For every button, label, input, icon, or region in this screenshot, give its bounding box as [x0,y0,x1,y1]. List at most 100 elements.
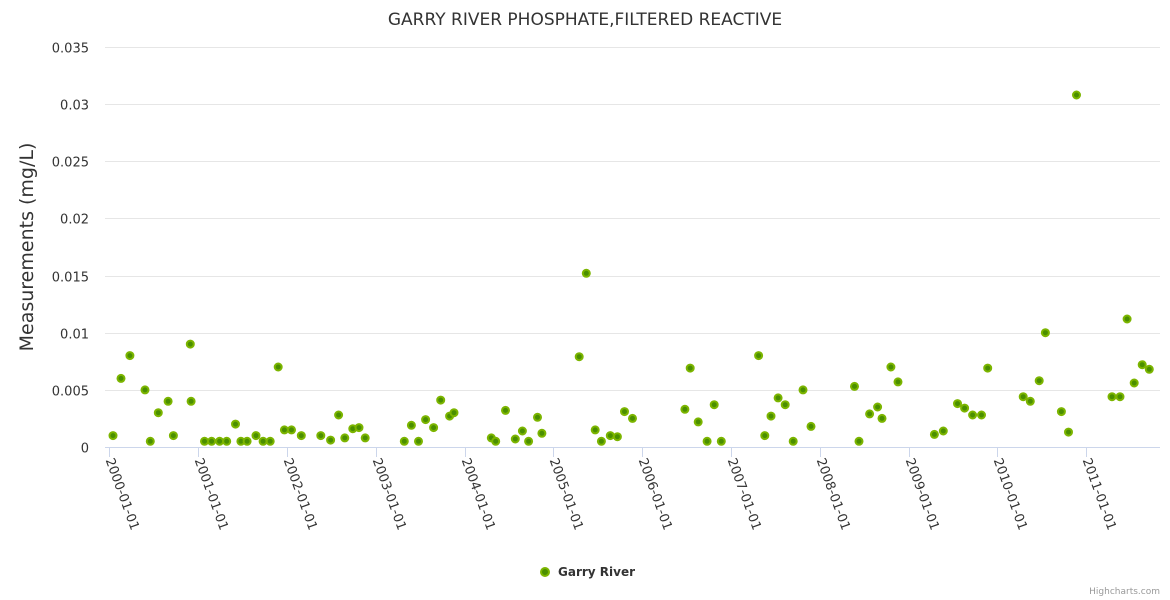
data-point[interactable] [273,362,283,372]
data-point[interactable] [258,436,268,446]
data-point[interactable] [207,436,217,446]
data-point[interactable] [1025,396,1035,406]
x-tick-label: 2009-01-01 [902,456,942,532]
data-point[interactable] [491,436,501,446]
data-point[interactable] [501,405,510,415]
data-point[interactable] [605,431,615,441]
x-tick-label: 2006-01-01 [635,456,675,532]
y-tick-label: 0.02 [60,213,89,228]
data-point[interactable] [760,431,770,441]
data-point[interactable] [406,420,416,430]
data-point[interactable] [360,433,370,443]
data-point[interactable] [716,436,726,446]
data-point[interactable] [806,421,816,431]
data-point[interactable] [436,395,446,405]
data-point[interactable] [620,407,629,417]
data-point[interactable] [766,411,776,421]
data-point[interactable] [968,410,978,420]
data-point[interactable] [873,402,883,412]
data-point[interactable] [1115,392,1125,402]
data-point[interactable] [215,436,225,446]
data-point[interactable] [316,431,326,441]
data-point[interactable] [977,410,986,420]
data-point[interactable] [877,413,887,423]
data-point[interactable] [168,431,178,441]
data-point[interactable] [524,436,534,446]
data-point[interactable] [200,436,209,446]
data-point[interactable] [754,351,764,361]
data-point[interactable] [429,423,439,433]
data-point[interactable] [510,434,520,444]
data-point[interactable] [685,363,695,373]
data-point[interactable] [865,409,875,419]
data-point[interactable] [334,410,344,420]
data-point[interactable] [231,419,240,429]
data-point[interactable] [628,413,637,423]
data-point[interactable] [537,428,547,438]
data-point[interactable] [140,385,150,395]
data-point[interactable] [780,400,790,410]
data-point[interactable] [145,436,155,446]
data-point[interactable] [1072,90,1081,100]
data-point[interactable] [1129,378,1139,388]
data-point[interactable] [702,436,712,446]
data-point[interactable] [414,436,423,446]
data-point[interactable] [1064,427,1073,437]
data-point[interactable] [596,436,606,446]
data-point[interactable] [287,425,296,435]
data-point[interactable] [251,431,261,441]
data-point[interactable] [1122,314,1132,324]
data-point[interactable] [296,431,306,441]
data-point[interactable] [953,399,962,409]
data-point[interactable] [517,426,527,436]
data-point[interactable] [612,432,622,442]
data-point[interactable] [929,429,939,439]
data-point[interactable] [340,433,350,443]
data-point[interactable] [1040,328,1050,338]
data-point[interactable] [399,436,409,446]
data-point[interactable] [222,436,232,446]
data-point[interactable] [242,436,252,446]
data-point[interactable] [893,377,903,387]
data-point[interactable] [116,373,126,383]
data-point[interactable] [185,339,195,349]
data-point[interactable] [1056,407,1066,417]
legend-item-garry-river[interactable]: Garry River [540,565,635,579]
data-point[interactable] [153,408,163,418]
data-point[interactable] [421,415,431,425]
data-point[interactable] [279,425,289,435]
data-point[interactable] [938,426,948,436]
data-point[interactable] [1107,392,1117,402]
data-point[interactable] [680,404,690,414]
data-point[interactable] [354,423,364,433]
data-point[interactable] [788,436,798,446]
data-point[interactable] [960,403,970,413]
data-point[interactable] [449,408,459,418]
data-point[interactable] [886,362,896,372]
data-point[interactable] [108,431,118,441]
data-point[interactable] [1018,392,1028,402]
data-point[interactable] [1034,376,1044,386]
data-point[interactable] [850,381,859,391]
data-point[interactable] [983,363,993,373]
data-point[interactable] [709,400,719,410]
data-point[interactable] [590,425,600,435]
data-point[interactable] [265,436,275,446]
credits-link[interactable]: Highcharts.com [1089,587,1160,597]
data-point[interactable] [163,396,173,406]
data-point[interactable] [1137,360,1147,370]
y-tick-label: 0.025 [52,156,89,171]
data-point[interactable] [125,351,135,361]
data-point[interactable] [854,436,864,446]
data-point[interactable] [693,417,703,427]
data-point[interactable] [581,268,591,278]
data-point[interactable] [798,385,808,395]
data-point[interactable] [1144,364,1154,374]
data-point[interactable] [574,352,584,362]
data-point[interactable] [186,396,196,406]
y-axis-ticks: 0 0.005 0.01 0.015 0.02 0.025 0.03 0.035 [52,42,89,457]
data-point[interactable] [326,435,336,445]
data-point[interactable] [773,393,783,403]
data-point[interactable] [533,412,542,422]
